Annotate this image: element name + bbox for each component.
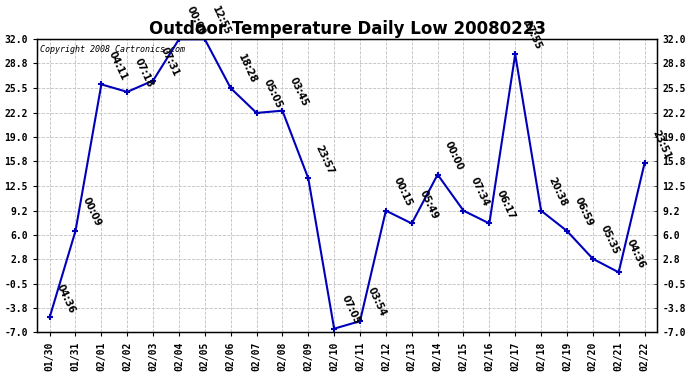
Text: 20:38: 20:38 <box>546 176 569 208</box>
Title: Outdoor Temperature Daily Low 20080223: Outdoor Temperature Daily Low 20080223 <box>148 20 546 38</box>
Text: 00:09: 00:09 <box>81 196 104 228</box>
Text: 00:15: 00:15 <box>391 176 413 208</box>
Text: 04:36: 04:36 <box>624 237 647 270</box>
Text: 23:57: 23:57 <box>314 143 336 176</box>
Text: 07:05: 07:05 <box>339 294 362 326</box>
Text: 06:59: 06:59 <box>573 196 595 228</box>
Text: 06:17: 06:17 <box>495 188 517 220</box>
Text: 07:31: 07:31 <box>159 45 181 78</box>
Text: 07:18: 07:18 <box>132 57 155 89</box>
Text: 04:36: 04:36 <box>55 282 77 315</box>
Text: Copyright 2008 Cartronics.com: Copyright 2008 Cartronics.com <box>40 45 185 54</box>
Text: 04:11: 04:11 <box>107 49 129 82</box>
Text: 07:34: 07:34 <box>469 176 491 208</box>
Text: 23:51: 23:51 <box>650 128 672 160</box>
Text: 12:55: 12:55 <box>210 4 233 36</box>
Text: 05:35: 05:35 <box>598 224 620 256</box>
Text: 05:49: 05:49 <box>417 188 440 220</box>
Text: 17:55: 17:55 <box>521 19 543 51</box>
Text: 03:45: 03:45 <box>288 76 310 108</box>
Text: 03:54: 03:54 <box>366 286 388 318</box>
Text: 18:28: 18:28 <box>236 53 259 86</box>
Text: 00:00: 00:00 <box>443 140 465 172</box>
Text: 00:00: 00:00 <box>184 4 207 36</box>
Text: 05:05: 05:05 <box>262 78 284 110</box>
